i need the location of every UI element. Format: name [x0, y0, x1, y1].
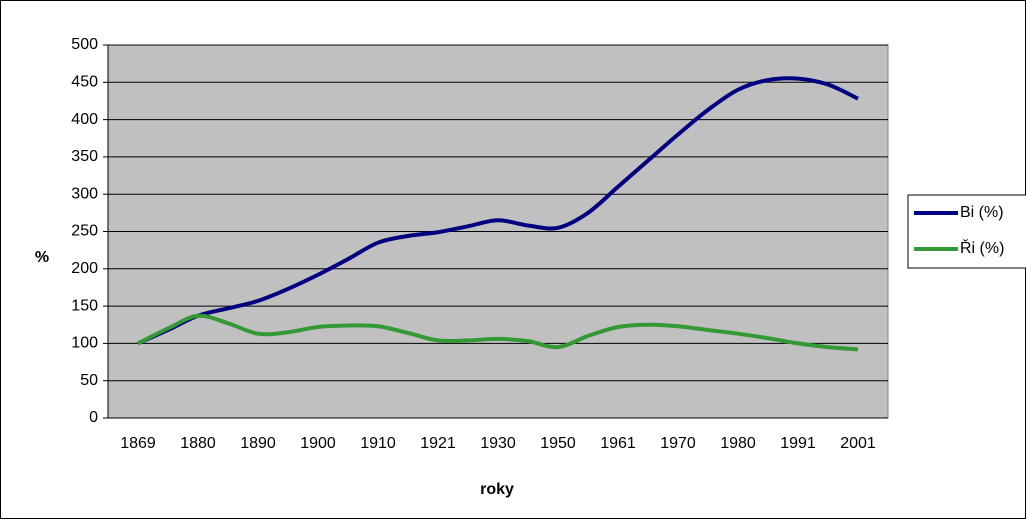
- x-tick-label: 1970: [660, 435, 696, 452]
- x-tick-label: 1980: [720, 435, 756, 452]
- y-tick-label: 150: [71, 297, 98, 314]
- x-tick-label: 2001: [840, 435, 876, 452]
- x-tick-label: 1930: [480, 435, 516, 452]
- x-tick-label: 1961: [600, 435, 636, 452]
- y-tick-label: 500: [71, 36, 98, 53]
- x-tick-label: 1921: [420, 435, 456, 452]
- line-series: [137, 313, 859, 352]
- y-tick-label: 0: [89, 409, 98, 426]
- y-tick-label: 250: [71, 223, 98, 240]
- y-tick-label: 450: [71, 74, 98, 91]
- x-axis-label: roky: [480, 481, 514, 498]
- legend-label: Bi (%): [960, 204, 1004, 221]
- x-tick-label: 1880: [180, 435, 216, 452]
- x-tick-label: 1950: [540, 435, 576, 452]
- x-tick-label: 1910: [360, 435, 396, 452]
- x-tick-label: 1991: [780, 435, 816, 452]
- y-axis-label: %: [35, 249, 49, 266]
- y-tick-label: 50: [80, 372, 98, 389]
- x-tick-label: 1869: [120, 435, 156, 452]
- line-series: [137, 76, 859, 346]
- y-tick-label: 350: [71, 148, 98, 165]
- y-tick-label: 400: [71, 111, 98, 128]
- y-tick-label: 100: [71, 335, 98, 352]
- x-tick-label: 1900: [300, 435, 336, 452]
- y-tick-label: 200: [71, 260, 98, 277]
- legend-label: Ři (%): [960, 238, 1004, 257]
- y-tick-label: 300: [71, 185, 98, 202]
- legend-box: [907, 194, 1026, 269]
- x-tick-label: 1890: [240, 435, 276, 452]
